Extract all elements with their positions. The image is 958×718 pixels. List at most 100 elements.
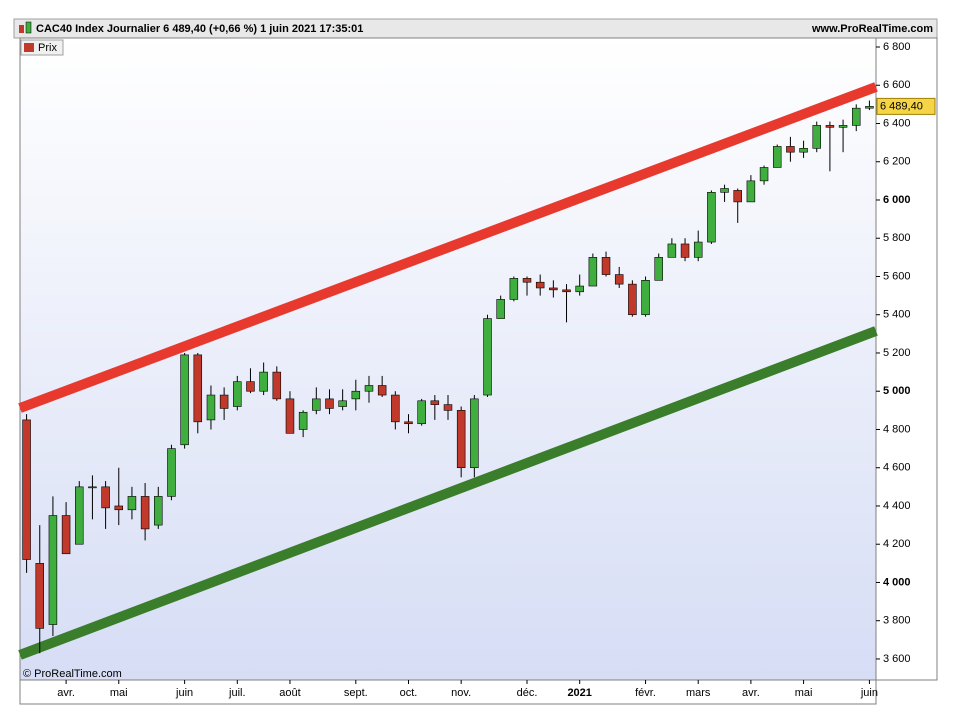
candle-body bbox=[88, 486, 97, 489]
candle-body bbox=[680, 243, 690, 258]
candle-body bbox=[720, 188, 729, 193]
candle-body bbox=[562, 289, 571, 293]
y-tick-label: 4 800 bbox=[883, 423, 911, 435]
candle-body bbox=[259, 371, 268, 392]
y-tick-label: 6 200 bbox=[883, 156, 911, 168]
candle-body bbox=[272, 371, 282, 400]
candle-body bbox=[641, 280, 650, 316]
candle-body bbox=[483, 318, 492, 396]
candle-body bbox=[456, 410, 466, 469]
y-tick-label: 6 600 bbox=[883, 79, 911, 91]
x-tick-label: déc. bbox=[517, 687, 538, 699]
candle-body bbox=[614, 274, 624, 285]
candle-body bbox=[391, 394, 400, 423]
x-tick-label: mars bbox=[686, 687, 711, 699]
candle-body bbox=[535, 281, 545, 289]
y-tick-label: 3 800 bbox=[883, 615, 911, 627]
candle-body bbox=[180, 354, 189, 446]
candle-body bbox=[298, 411, 308, 430]
last-value-box bbox=[876, 97, 936, 115]
candle-body bbox=[75, 486, 84, 545]
candle-icon bbox=[19, 21, 32, 34]
candle-body bbox=[799, 148, 808, 153]
candle-body bbox=[154, 496, 163, 526]
x-tick-label: oct. bbox=[400, 687, 418, 699]
watermark: © ProRealTime.com bbox=[23, 668, 122, 680]
trend-line bbox=[18, 326, 878, 660]
x-tick-label: juil. bbox=[228, 687, 246, 699]
candle-body bbox=[575, 285, 584, 293]
legend-label: Prix bbox=[38, 42, 57, 54]
y-tick-label: 6 400 bbox=[883, 117, 911, 129]
candle-body bbox=[285, 398, 295, 434]
y-tick-label: 4 200 bbox=[883, 538, 911, 550]
candle-body bbox=[404, 421, 413, 425]
candle-body bbox=[786, 146, 795, 153]
y-tick-label: 4 600 bbox=[883, 462, 911, 474]
x-tick-label: mai bbox=[795, 687, 813, 699]
candle-body bbox=[443, 404, 453, 411]
candle-body bbox=[733, 190, 742, 203]
candle-body bbox=[48, 515, 58, 625]
candle-body bbox=[851, 107, 861, 126]
candle-body bbox=[377, 385, 387, 396]
candle-body bbox=[667, 243, 677, 258]
candle-body bbox=[364, 385, 374, 392]
x-tick-label: juin bbox=[860, 687, 878, 699]
candle-body bbox=[759, 167, 769, 182]
candle-body bbox=[509, 278, 519, 300]
x-tick-label: 2021 bbox=[567, 687, 591, 699]
candle-body bbox=[470, 398, 479, 469]
candle-body bbox=[496, 299, 505, 319]
y-tick-label: 5 800 bbox=[883, 232, 911, 244]
candle-body bbox=[219, 394, 229, 409]
candle-body bbox=[417, 400, 426, 425]
candle-body bbox=[61, 515, 71, 555]
candle-body bbox=[865, 106, 874, 109]
candle-body bbox=[812, 125, 821, 149]
legend-swatch bbox=[24, 43, 34, 52]
source: www.ProRealTime.com bbox=[811, 23, 933, 35]
candle-body bbox=[101, 486, 110, 509]
candle-body bbox=[114, 505, 124, 511]
candle-body bbox=[338, 400, 347, 407]
candle-body bbox=[746, 180, 756, 203]
candle-body bbox=[838, 125, 848, 128]
candle-body bbox=[35, 563, 45, 629]
x-axis-area bbox=[19, 679, 877, 705]
trend-line bbox=[18, 82, 878, 413]
candle-body bbox=[233, 381, 242, 407]
y-tick-label: 5 200 bbox=[883, 347, 911, 359]
y-tick-label: 3 600 bbox=[883, 653, 911, 665]
y-tick-label: 4 400 bbox=[883, 500, 911, 512]
candle-body bbox=[549, 287, 558, 291]
y-tick-label: 5 000 bbox=[883, 385, 911, 397]
chart-title: CAC40 Index Journalier 6 489,40 (+0,66 %… bbox=[36, 23, 363, 35]
y-tick-label: 4 000 bbox=[883, 576, 911, 588]
candle-body bbox=[312, 398, 321, 411]
candle-body bbox=[193, 354, 203, 423]
x-tick-label: août bbox=[279, 687, 300, 699]
x-tick-label: nov. bbox=[451, 687, 471, 699]
x-tick-label: mai bbox=[110, 687, 128, 699]
candle-body bbox=[772, 146, 782, 168]
candle-body bbox=[246, 381, 255, 392]
candle-body bbox=[167, 448, 176, 497]
x-tick-label: avr. bbox=[57, 687, 75, 699]
x-tick-label: juin bbox=[175, 687, 193, 699]
candle-body bbox=[22, 419, 31, 560]
candle-body bbox=[325, 398, 334, 409]
y-tick-label: 6 000 bbox=[883, 194, 911, 206]
candle-body bbox=[654, 257, 663, 281]
candle-body bbox=[707, 192, 716, 243]
candle-body bbox=[693, 241, 703, 258]
y-tick-label: 6 800 bbox=[883, 41, 911, 53]
y-axis-area bbox=[875, 37, 938, 681]
candle-body bbox=[206, 394, 216, 421]
candle-body bbox=[522, 278, 532, 283]
candle-body bbox=[588, 257, 598, 287]
candle-body bbox=[430, 400, 440, 405]
y-tick-label: 5 400 bbox=[883, 309, 911, 321]
last-value-label: 6 489,40 bbox=[880, 100, 923, 112]
